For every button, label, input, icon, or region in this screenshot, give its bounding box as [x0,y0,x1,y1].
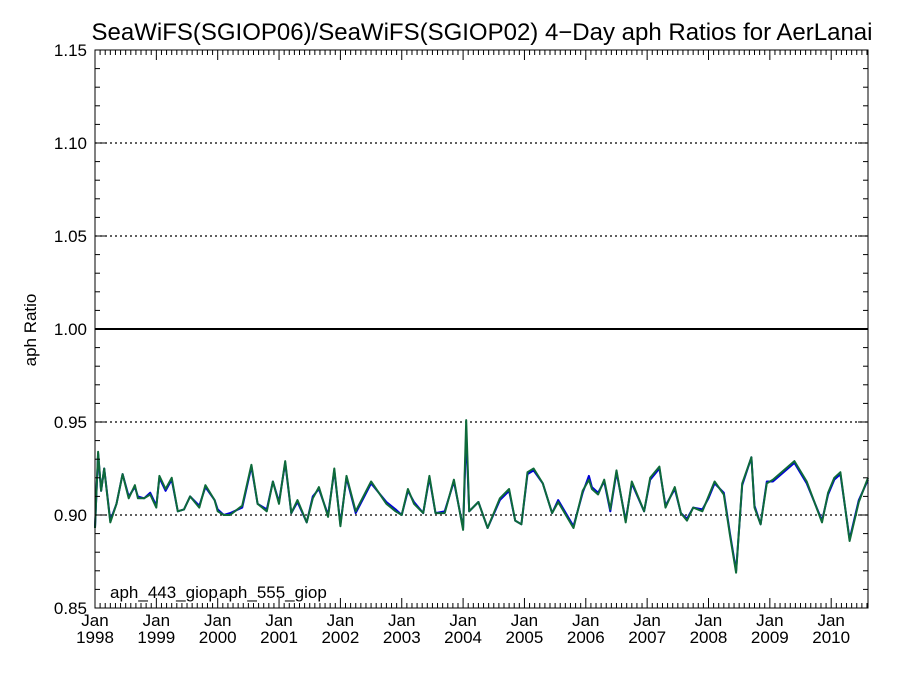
gridlines [95,142,868,516]
x-tick-label-month: Jan [204,611,231,630]
y-tick-labels: 0.85 0.90 0.95 1.00 1.05 1.10 1.15 [54,41,87,618]
y-tick-label: 0.90 [54,506,87,525]
legend-entry-aph-555: aph_555_giop [219,583,327,602]
y-tick-label: 1.00 [54,320,87,339]
legend-entry-aph-443: aph_443_giop [110,583,218,602]
series-line-aph_555_giop [94,419,869,574]
x-tick-label-year: 2003 [383,628,421,647]
x-tick-label-year: 2000 [199,628,237,647]
x-tick-labels: Jan1998Jan1999Jan2000Jan2001Jan2002Jan20… [76,611,850,647]
x-tick-label-year: 2004 [444,628,482,647]
x-tick-label-year: 2001 [260,628,298,647]
y-tick-label: 0.85 [54,599,87,618]
x-tick-label-year: 1998 [76,628,114,647]
x-tick-label-year: 1999 [137,628,175,647]
y-tick-label: 1.15 [54,41,87,60]
y-tick-label: 0.95 [54,413,87,432]
x-tick-label-year: 2009 [751,628,789,647]
x-tick-label-month: Jan [511,611,538,630]
x-tick-label-month: Jan [756,611,783,630]
x-tick-label-year: 2008 [690,628,728,647]
x-tick-label-month: Jan [265,611,292,630]
x-tick-label-month: Jan [81,611,108,630]
x-tick-label-year: 2007 [628,628,666,647]
axis-ticks [94,49,868,609]
y-axis-label: aph Ratio [21,294,40,367]
x-tick-label-year: 2010 [812,628,850,647]
x-tick-label-month: Jan [388,611,415,630]
chart-title: SeaWiFS(SGIOP06)/SeaWiFS(SGIOP02) 4−Day … [92,19,873,46]
x-tick-label-month: Jan [572,611,599,630]
x-tick-label-month: Jan [327,611,354,630]
x-tick-label-month: Jan [449,611,476,630]
y-tick-label: 1.10 [54,134,87,153]
series-lines [94,419,869,574]
x-tick-label-month: Jan [817,611,844,630]
x-tick-label-year: 2006 [567,628,605,647]
x-tick-label-year: 2002 [321,628,359,647]
x-tick-label-month: Jan [695,611,722,630]
series-line-aph_443_giop [94,434,869,572]
legend: aph_443_giop aph_555_giop [110,583,327,602]
x-tick-label-month: Jan [633,611,660,630]
x-tick-label-year: 2005 [506,628,544,647]
y-tick-label: 1.05 [54,227,87,246]
x-tick-label-month: Jan [143,611,170,630]
